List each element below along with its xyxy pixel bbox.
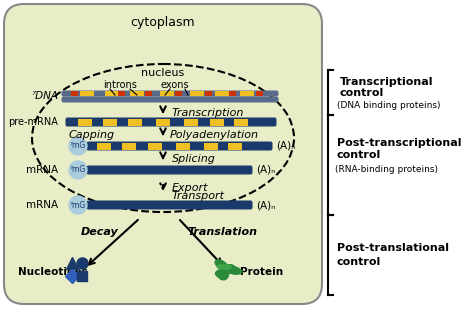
Bar	[145, 91, 152, 96]
Text: mRNA: mRNA	[26, 200, 58, 210]
Text: Decay: Decay	[81, 227, 119, 237]
Bar	[97, 143, 111, 149]
Bar	[240, 91, 254, 96]
Text: Protein: Protein	[240, 267, 283, 277]
Text: Nucleotides: Nucleotides	[18, 267, 88, 277]
Text: (A)ₙ: (A)ₙ	[256, 200, 275, 210]
FancyBboxPatch shape	[4, 4, 322, 304]
Bar	[184, 118, 198, 126]
Text: ⁷mG: ⁷mG	[70, 141, 86, 150]
Text: Translation: Translation	[187, 227, 257, 237]
Text: control: control	[337, 150, 381, 160]
Bar	[78, 118, 92, 126]
Text: Transcription: Transcription	[172, 108, 245, 118]
Polygon shape	[217, 265, 231, 269]
Bar	[234, 118, 248, 126]
Text: Post-transcriptional: Post-transcriptional	[337, 138, 462, 148]
Bar	[156, 118, 170, 126]
Text: control: control	[340, 88, 384, 98]
Text: ⁷mG: ⁷mG	[70, 166, 86, 175]
Text: ⁷mG: ⁷mG	[70, 201, 86, 210]
Text: (RNA-binding proteins): (RNA-binding proteins)	[335, 166, 438, 175]
Text: Post-translational: Post-translational	[337, 243, 449, 253]
Text: mRNA: mRNA	[26, 165, 58, 175]
FancyBboxPatch shape	[65, 117, 276, 126]
Text: exons: exons	[161, 80, 189, 90]
Text: Capping: Capping	[69, 130, 115, 140]
Bar	[215, 91, 229, 96]
Text: Splicing: Splicing	[172, 154, 216, 164]
Text: (DNA binding proteins): (DNA binding proteins)	[337, 101, 440, 110]
Text: pre-mRNA: pre-mRNA	[8, 117, 58, 127]
Bar	[229, 91, 236, 96]
Bar	[175, 91, 182, 96]
Text: Transcriptional: Transcriptional	[340, 77, 434, 87]
Bar	[118, 91, 125, 96]
Circle shape	[69, 196, 87, 214]
FancyBboxPatch shape	[62, 91, 279, 96]
Bar	[210, 118, 224, 126]
Bar	[256, 91, 263, 96]
Bar	[122, 143, 136, 149]
Bar	[80, 91, 94, 96]
Text: introns: introns	[103, 80, 137, 90]
Text: Transport: Transport	[172, 191, 225, 201]
FancyBboxPatch shape	[86, 141, 273, 150]
Bar	[105, 91, 119, 96]
Circle shape	[69, 137, 87, 155]
Bar	[190, 91, 204, 96]
Bar	[148, 143, 162, 149]
Bar	[103, 118, 117, 126]
Bar	[71, 91, 78, 96]
Bar	[128, 118, 142, 126]
Bar	[160, 91, 174, 96]
Text: Export: Export	[172, 183, 209, 193]
Bar	[176, 143, 190, 149]
Bar	[130, 91, 144, 96]
Text: Polyadenylation: Polyadenylation	[170, 130, 259, 140]
Text: nucleus: nucleus	[141, 68, 185, 78]
Text: cytoplasm: cytoplasm	[131, 16, 195, 29]
Bar	[228, 143, 242, 149]
Text: (A)ₙ: (A)ₙ	[256, 165, 275, 175]
FancyBboxPatch shape	[62, 96, 279, 103]
FancyBboxPatch shape	[86, 166, 253, 175]
Circle shape	[69, 161, 87, 179]
Text: ⁷DNA: ⁷DNA	[31, 91, 58, 101]
Bar	[204, 143, 218, 149]
Text: (A)ₙ: (A)ₙ	[276, 141, 295, 151]
FancyBboxPatch shape	[86, 201, 253, 210]
Polygon shape	[215, 260, 242, 280]
Bar	[205, 91, 212, 96]
Text: control: control	[337, 257, 381, 267]
